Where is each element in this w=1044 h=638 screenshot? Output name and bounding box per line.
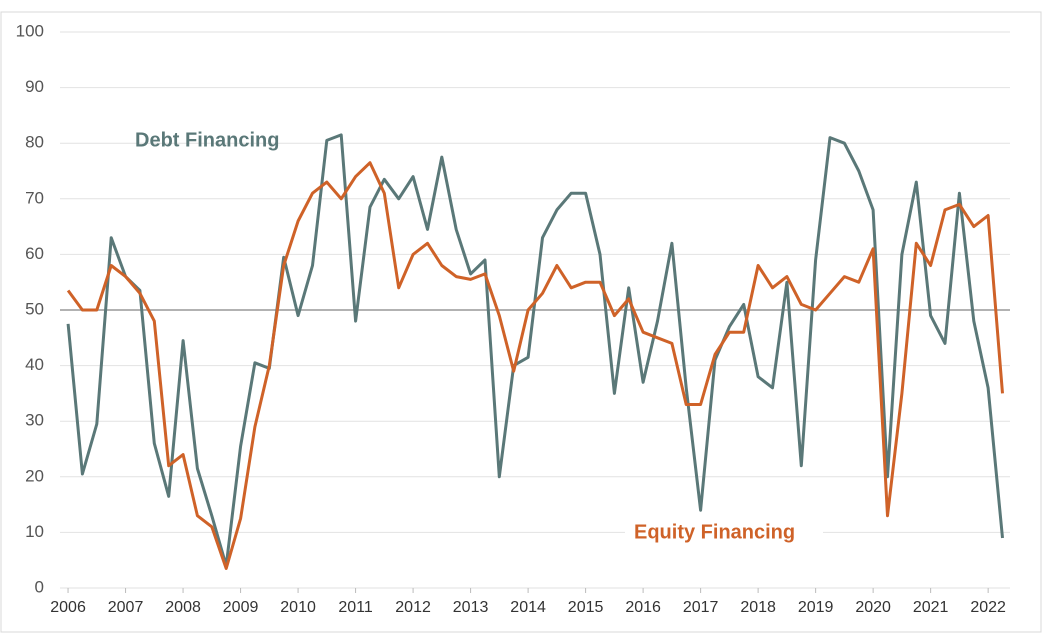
y-tick-label: 20 (25, 466, 44, 485)
y-tick-label: 70 (25, 188, 44, 207)
x-tick-label: 2019 (798, 599, 834, 616)
x-tick-label: 2013 (453, 599, 489, 616)
x-tick-label: 2014 (510, 599, 546, 616)
x-tick-label: 2015 (568, 599, 604, 616)
x-tick-label: 2012 (395, 599, 431, 616)
y-tick-label: 90 (25, 77, 44, 96)
chart-frame (0, 11, 1042, 633)
y-tick-label: 100 (16, 21, 44, 40)
x-tick-label: 2008 (165, 599, 201, 616)
series-label: Equity Financing (634, 521, 795, 543)
y-tick-label: 10 (25, 522, 44, 541)
x-tick-label: 2007 (108, 599, 144, 616)
series-label: Debt Financing (135, 129, 279, 151)
x-tick-label: 2022 (970, 599, 1006, 616)
series-line (66, 161, 1004, 570)
x-tick-label: 2018 (740, 599, 776, 616)
x-tick-label: 2010 (280, 599, 316, 616)
y-tick-label: 30 (25, 411, 44, 430)
lines (66, 133, 1004, 570)
x-tick-label: 2020 (855, 599, 891, 616)
x-tick-label: 2009 (223, 599, 259, 616)
y-tick-label: 0 (35, 577, 44, 596)
y-tick-label: 60 (25, 244, 44, 263)
x-tick-label: 2021 (913, 599, 949, 616)
y-tick-label: 80 (25, 133, 44, 152)
x-tick-label: 2016 (625, 599, 661, 616)
x-tick-label: 2017 (683, 599, 719, 616)
x-tick-label: 2006 (50, 599, 86, 616)
x-tick-label: 2011 (338, 599, 373, 616)
label-background (625, 517, 823, 549)
y-tick-label: 40 (25, 355, 44, 374)
y-tick-label: 50 (25, 299, 44, 318)
